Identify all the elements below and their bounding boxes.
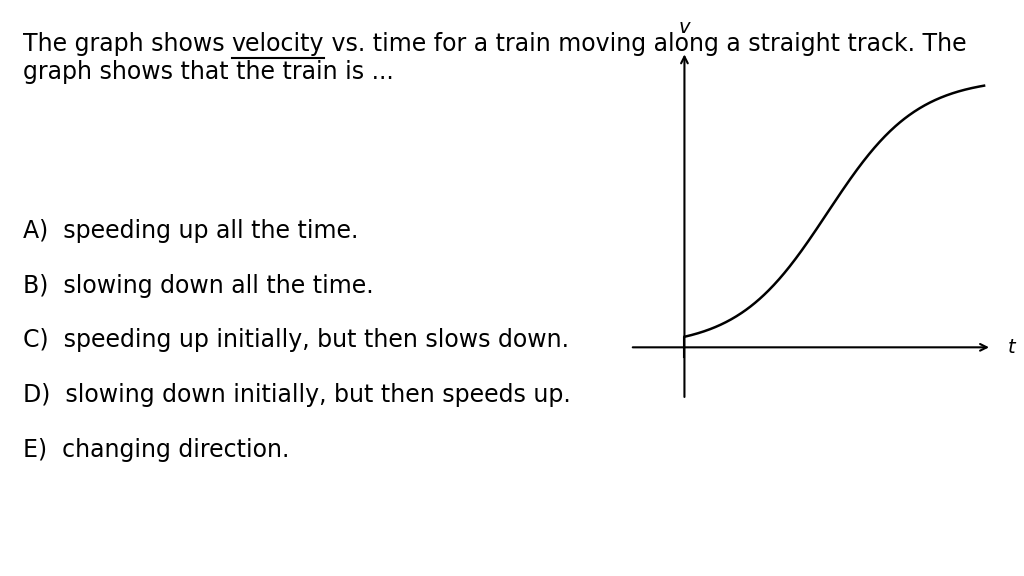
Text: v: v xyxy=(679,18,690,36)
Text: t: t xyxy=(1008,338,1015,357)
Text: velocity: velocity xyxy=(231,32,325,56)
Text: A)  speeding up all the time.: A) speeding up all the time. xyxy=(23,219,358,243)
Text: B)  slowing down all the time.: B) slowing down all the time. xyxy=(23,274,373,298)
Text: C)  speeding up initially, but then slows down.: C) speeding up initially, but then slows… xyxy=(23,328,568,353)
Text: E)  changing direction.: E) changing direction. xyxy=(23,438,289,462)
Text: vs. time for a train moving along a straight track. The: vs. time for a train moving along a stra… xyxy=(325,32,967,56)
Text: graph shows that the train is ...: graph shows that the train is ... xyxy=(23,60,393,85)
Text: The graph shows: The graph shows xyxy=(23,32,231,56)
Text: D)  slowing down initially, but then speeds up.: D) slowing down initially, but then spee… xyxy=(23,383,570,407)
